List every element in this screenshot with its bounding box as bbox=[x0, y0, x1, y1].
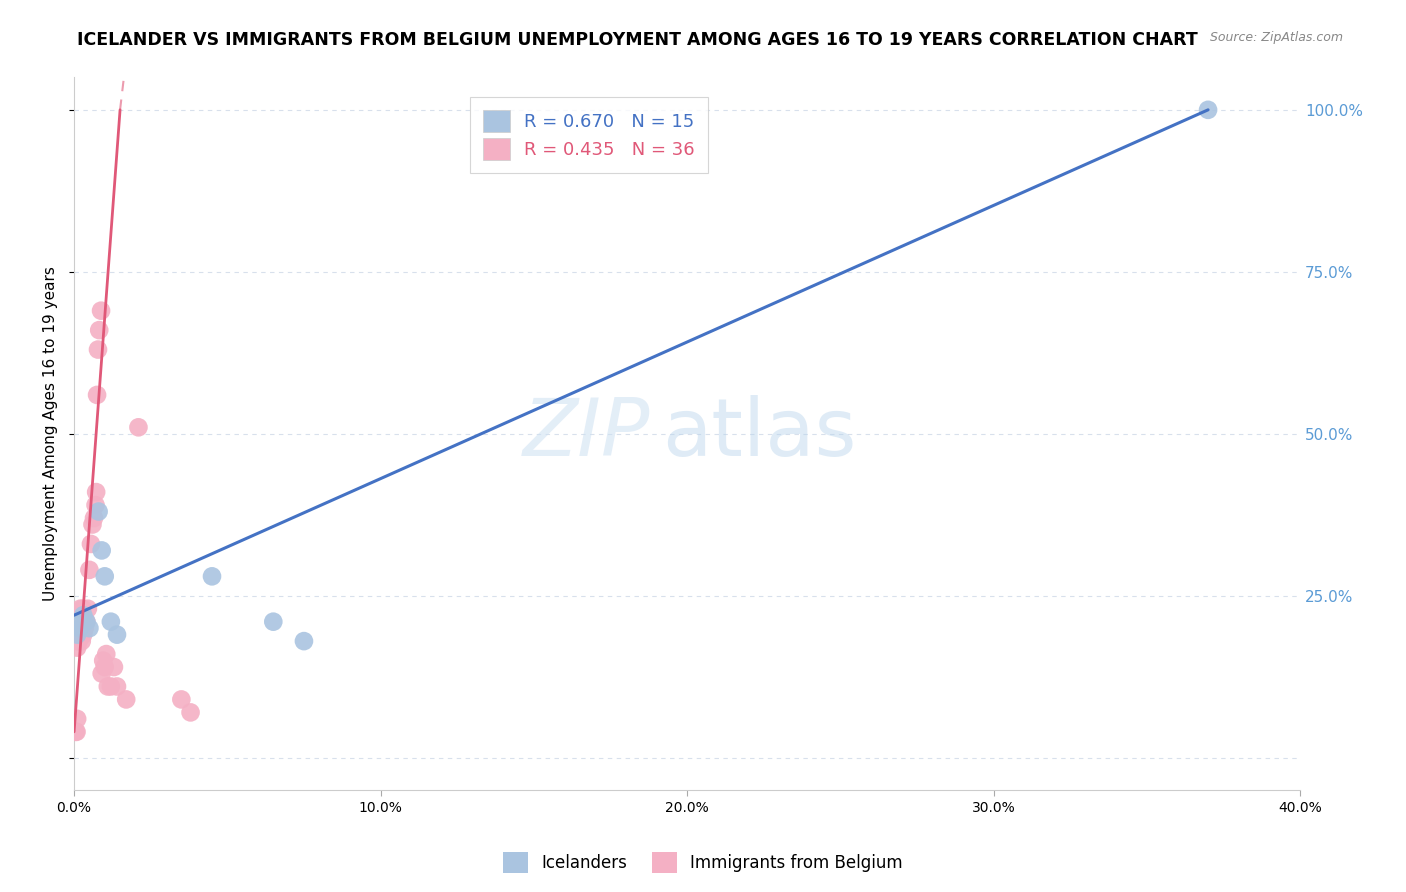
Point bbox=[66, 627, 89, 641]
Point bbox=[83, 511, 105, 525]
Point bbox=[75, 615, 97, 629]
Point bbox=[72, 601, 94, 615]
Point bbox=[69, 621, 91, 635]
Text: ZIP: ZIP bbox=[523, 395, 651, 473]
Point bbox=[84, 498, 107, 512]
Point bbox=[70, 634, 93, 648]
Point bbox=[79, 563, 101, 577]
Point bbox=[115, 692, 138, 706]
Point bbox=[87, 504, 110, 518]
Point bbox=[90, 303, 112, 318]
Point bbox=[100, 615, 122, 629]
Point bbox=[91, 654, 114, 668]
Point bbox=[84, 485, 107, 500]
Point bbox=[72, 627, 94, 641]
Text: atlas: atlas bbox=[662, 395, 856, 473]
Legend: Icelanders, Immigrants from Belgium: Icelanders, Immigrants from Belgium bbox=[496, 846, 910, 880]
Point bbox=[100, 680, 122, 694]
Point bbox=[127, 420, 149, 434]
Point bbox=[103, 660, 125, 674]
Text: Source: ZipAtlas.com: Source: ZipAtlas.com bbox=[1209, 31, 1343, 45]
Point bbox=[105, 680, 128, 694]
Point bbox=[1197, 103, 1219, 117]
Y-axis label: Unemployment Among Ages 16 to 19 years: Unemployment Among Ages 16 to 19 years bbox=[44, 267, 58, 601]
Point bbox=[93, 660, 115, 674]
Point bbox=[65, 724, 87, 739]
Point bbox=[201, 569, 224, 583]
Point bbox=[93, 569, 115, 583]
Point bbox=[90, 543, 112, 558]
Point bbox=[82, 517, 104, 532]
Text: ICELANDER VS IMMIGRANTS FROM BELGIUM UNEMPLOYMENT AMONG AGES 16 TO 19 YEARS CORR: ICELANDER VS IMMIGRANTS FROM BELGIUM UNE… bbox=[77, 31, 1198, 49]
Point bbox=[80, 537, 103, 551]
Point bbox=[170, 692, 193, 706]
Point bbox=[79, 621, 101, 635]
Legend: R = 0.670   N = 15, R = 0.435   N = 36: R = 0.670 N = 15, R = 0.435 N = 36 bbox=[470, 97, 707, 173]
Point bbox=[66, 640, 89, 655]
Point bbox=[67, 634, 90, 648]
Point bbox=[105, 627, 128, 641]
Point bbox=[69, 621, 91, 635]
Point bbox=[75, 615, 97, 629]
Point bbox=[66, 634, 89, 648]
Point bbox=[292, 634, 315, 648]
Point bbox=[89, 323, 111, 337]
Point bbox=[66, 712, 89, 726]
Point bbox=[67, 615, 90, 629]
Point bbox=[77, 601, 100, 615]
Point bbox=[97, 680, 120, 694]
Point bbox=[69, 601, 91, 615]
Point bbox=[87, 343, 110, 357]
Point bbox=[65, 724, 87, 739]
Point bbox=[86, 388, 108, 402]
Point bbox=[96, 647, 118, 661]
Point bbox=[72, 608, 94, 623]
Point bbox=[90, 666, 112, 681]
Point bbox=[262, 615, 284, 629]
Point bbox=[73, 621, 96, 635]
Point bbox=[180, 706, 202, 720]
